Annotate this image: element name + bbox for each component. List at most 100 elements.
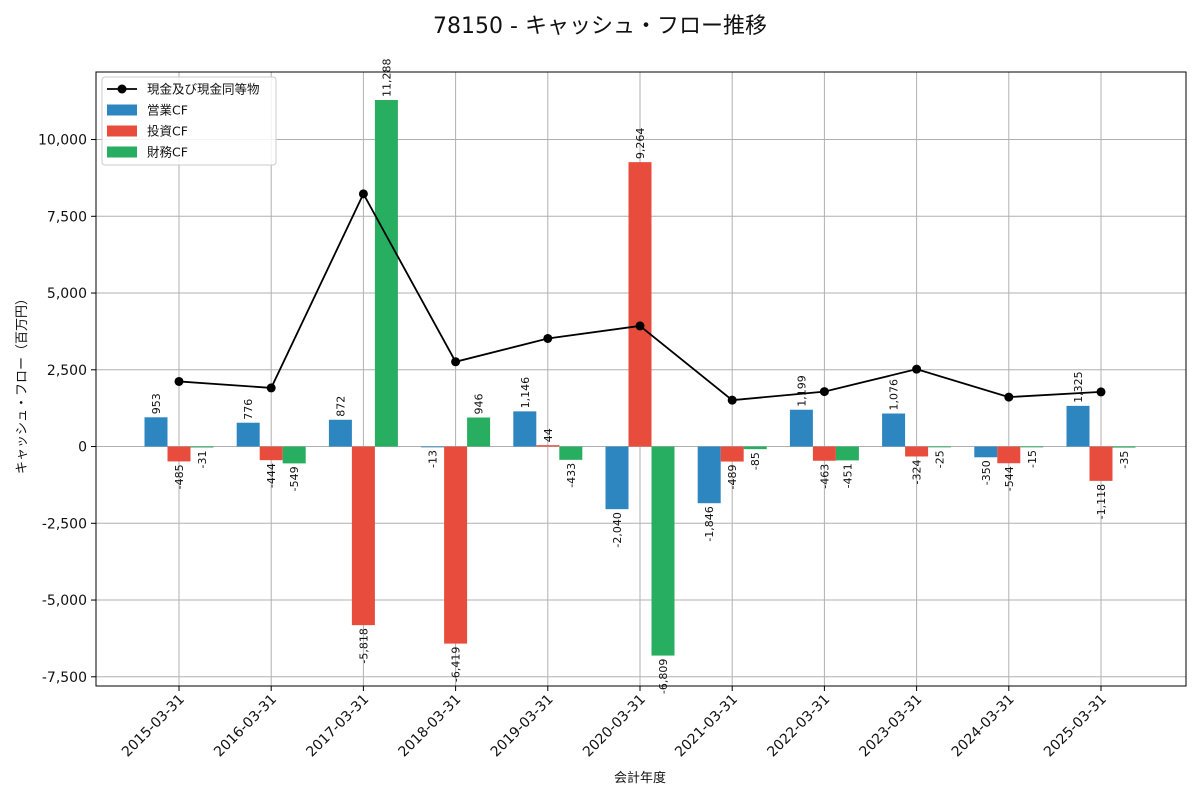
bar-value-label: -6,419 (450, 647, 463, 682)
bar-value-label: -433 (565, 463, 578, 488)
bar-value-label: -444 (265, 463, 278, 488)
x-tick-label: 2021-03-31 (672, 692, 741, 761)
bar (513, 411, 537, 447)
bar (559, 446, 583, 460)
y-tick-label: 10,000 (38, 133, 87, 149)
bars (144, 99, 1136, 656)
x-tick-label: 2020-03-31 (580, 692, 649, 761)
legend-label: 財務CF (147, 145, 188, 160)
cash-point (174, 376, 184, 386)
bar (997, 446, 1021, 464)
y-tick-label: 2,500 (47, 363, 87, 379)
bar-value-label: -15 (1026, 450, 1039, 468)
plot-frame (95, 71, 1187, 687)
x-tick-label: 2022-03-31 (764, 692, 833, 761)
bar (812, 446, 836, 461)
y-tick-label: -7,500 (42, 670, 87, 686)
bar (259, 446, 283, 461)
bar-value-label: -463 (818, 464, 831, 489)
bar-value-label: 9,264 (634, 128, 647, 160)
bar (374, 99, 398, 447)
bar (444, 446, 468, 644)
x-tick-label: 2015-03-31 (119, 692, 188, 761)
bar-value-label: -544 (1003, 466, 1016, 491)
y-tick-label: -2,500 (42, 516, 87, 532)
bar-value-label: 1,199 (795, 375, 808, 407)
bar-value-label: 1,076 (888, 379, 901, 411)
legend-swatch (107, 104, 137, 116)
cash-point (543, 333, 553, 343)
bar-value-label: 44 (542, 428, 555, 442)
bar (328, 419, 352, 447)
y-tick-label: 0 (78, 440, 87, 456)
y-tick-label: 7,500 (47, 209, 87, 225)
bar-value-label: -549 (288, 466, 301, 491)
bar-value-label: -451 (841, 463, 854, 488)
bar-value-label: -1,846 (703, 506, 716, 541)
x-tick-label: 2016-03-31 (211, 692, 280, 761)
bar-value-label: -350 (980, 460, 993, 485)
x-axis: 2015-03-31 2016-03-31 2017-03-31 2018-03-31… (119, 686, 1110, 760)
bar-value-label: 1,325 (1072, 371, 1085, 403)
bar (905, 446, 929, 457)
bar (236, 422, 260, 447)
bar (835, 446, 859, 461)
bar (351, 446, 375, 626)
cash-point (912, 364, 922, 374)
bar-value-label: -324 (911, 459, 924, 484)
legend-label: 営業CF (147, 103, 188, 118)
bar-value-label: 11,288 (380, 58, 393, 97)
x-tick-label: 2019-03-31 (488, 692, 557, 761)
y-axis-label: キャッシュ・フロー（百万円） (15, 292, 30, 474)
bar (651, 446, 675, 656)
bar (1112, 446, 1136, 448)
y-tick-label: -5,000 (42, 593, 87, 609)
legend-marker (117, 84, 127, 94)
bar (628, 162, 652, 447)
bar-value-label: 872 (334, 396, 347, 417)
x-axis-label: 会計年度 (614, 770, 666, 786)
bar (421, 446, 445, 448)
bar (789, 409, 813, 447)
bar-value-label: 1,146 (519, 377, 532, 409)
bar-value-label: -6,809 (657, 659, 670, 694)
cash-point (1096, 387, 1106, 397)
bar-value-label: -85 (749, 452, 762, 470)
bar (720, 446, 744, 462)
bar-value-label: 946 (473, 393, 486, 414)
bar-value-label: -5,818 (357, 628, 370, 663)
bar (536, 445, 560, 447)
bar-value-label: -35 (1118, 451, 1131, 469)
x-tick-label: 2024-03-31 (949, 692, 1018, 761)
x-tick-label: 2017-03-31 (303, 692, 372, 761)
bar-value-label: -13 (427, 450, 440, 468)
bar-value-label: 776 (242, 399, 255, 420)
cash-point (358, 189, 368, 199)
bar (697, 446, 721, 504)
bar (282, 446, 306, 464)
bar (1089, 446, 1113, 481)
cash-point (727, 395, 737, 405)
cash-point (451, 357, 461, 367)
legend-label: 投資CF (147, 124, 188, 139)
bar-value-label: 953 (150, 393, 163, 414)
cash-line (174, 189, 1106, 405)
cash-point (819, 387, 829, 397)
bar (928, 446, 952, 448)
bar-value-label: -1,118 (1095, 484, 1108, 519)
bar (190, 446, 214, 448)
legend-box (101, 76, 277, 166)
legend-swatch (107, 146, 137, 158)
chart-title: 78150 - キャッシュ・フロー推移 (433, 14, 767, 39)
bar-value-label: -489 (726, 465, 739, 490)
data-labels: 953 776 872 -13 1,146 -2,040 -1,846 1,199 1,076 -… (150, 58, 1131, 694)
bar-value-label: -485 (173, 464, 186, 489)
bar (167, 446, 191, 462)
y-axis: -7,500 -5,000 -2,500 0 2,500 5,000 7,500 10,000 (38, 133, 96, 686)
cash-point (635, 321, 645, 331)
bar (974, 446, 998, 458)
legend-label: 現金及び現金同等物 (147, 82, 260, 97)
